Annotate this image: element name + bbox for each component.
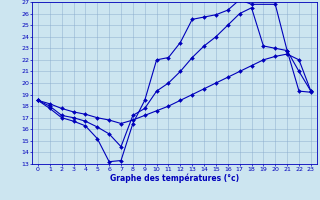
X-axis label: Graphe des températures (°c): Graphe des températures (°c) [110, 173, 239, 183]
